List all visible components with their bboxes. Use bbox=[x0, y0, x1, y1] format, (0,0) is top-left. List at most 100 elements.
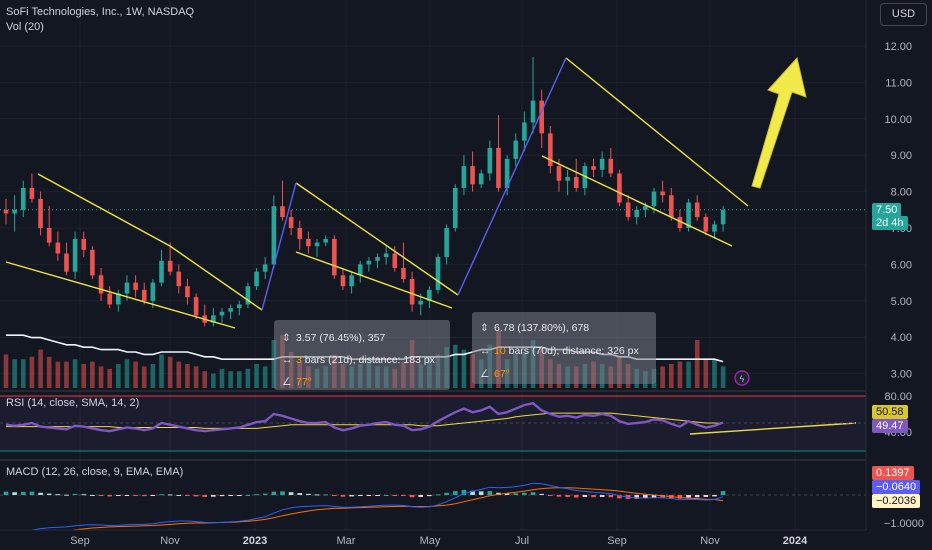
candle-body bbox=[228, 308, 233, 312]
candle-body bbox=[478, 173, 484, 185]
macd-histogram-bar bbox=[228, 495, 233, 496]
candle-body bbox=[625, 202, 631, 218]
angle-icon: ∠ bbox=[282, 376, 292, 388]
macd-layer bbox=[0, 482, 866, 541]
macd-histogram-bar bbox=[452, 491, 458, 495]
volume-bar bbox=[38, 349, 43, 388]
macd-histogram-bar bbox=[401, 495, 406, 496]
volume-bar bbox=[107, 368, 112, 388]
macd-histogram-bar bbox=[12, 492, 17, 495]
macd-histogram-bar bbox=[539, 493, 544, 495]
macd-histogram-bar bbox=[288, 492, 294, 495]
macd-histogram-bar bbox=[254, 494, 259, 496]
macd-histogram-bar bbox=[271, 491, 277, 495]
currency-button[interactable]: USD bbox=[880, 3, 927, 26]
rsi-line bbox=[5, 401, 724, 433]
price-tick-label: 10.00 bbox=[884, 114, 912, 126]
measure-price-row: ⇕ 6.78 (137.80%), 678 bbox=[480, 322, 589, 334]
candle-body bbox=[435, 257, 441, 290]
macd-histogram-bar bbox=[306, 493, 311, 495]
time-tick-label: Mar bbox=[337, 535, 356, 547]
macd-histogram-bar bbox=[366, 495, 372, 496]
macd-histogram-bar bbox=[314, 494, 320, 496]
candle-body bbox=[608, 158, 614, 174]
candle-body bbox=[20, 187, 26, 210]
candle-body bbox=[539, 100, 544, 134]
current-price-label: 7.50 bbox=[872, 203, 902, 217]
volume-bar bbox=[29, 356, 35, 388]
candle-body bbox=[46, 228, 52, 243]
candle-body bbox=[461, 166, 467, 188]
time-tick-label: May bbox=[420, 535, 441, 547]
measure-box-2[interactable]: ⇕ 6.78 (137.80%), 678 ↔ 10 bars (70d), dis… bbox=[472, 312, 656, 384]
price-range-icon: ⇕ bbox=[282, 332, 291, 344]
volume-bar bbox=[64, 361, 69, 388]
volume-bar bbox=[81, 364, 87, 388]
candle-body bbox=[314, 242, 320, 247]
candle-body bbox=[366, 260, 372, 265]
candle-body bbox=[677, 217, 683, 228]
candle-body bbox=[427, 289, 432, 301]
rsi-value: 49.47 bbox=[872, 419, 908, 433]
candle-body bbox=[141, 289, 147, 301]
drawings-layer[interactable]: ϟ bbox=[5, 56, 857, 435]
macd-histogram-bar bbox=[20, 491, 26, 495]
price-tick-label: 12.00 bbox=[884, 41, 912, 53]
candle-body bbox=[470, 166, 475, 185]
volume-bar bbox=[219, 368, 225, 388]
macd-histogram-bar bbox=[703, 495, 709, 497]
macd-histogram-bar bbox=[461, 489, 467, 495]
volume-bar bbox=[686, 361, 691, 388]
candle-body bbox=[487, 147, 493, 174]
candle-body bbox=[29, 187, 35, 199]
macd-histogram-bar bbox=[409, 495, 415, 498]
macd-signal-line bbox=[5, 487, 724, 541]
macd-histogram-bar bbox=[522, 492, 527, 495]
wedge-upper bbox=[565, 57, 749, 207]
volume-bar bbox=[202, 371, 208, 388]
volume-bar bbox=[193, 366, 199, 388]
rsi-tick-label: 80.00 bbox=[884, 391, 912, 403]
candle-body bbox=[375, 257, 380, 261]
candle-body bbox=[349, 275, 354, 287]
macd-histogram-bar bbox=[176, 495, 182, 496]
candle-body bbox=[703, 217, 709, 232]
macd-histogram-bar bbox=[202, 495, 208, 497]
macd-histogram-bar bbox=[651, 495, 657, 498]
volume-bar bbox=[124, 359, 130, 388]
macd-histogram-bar bbox=[556, 495, 562, 497]
candle-body bbox=[712, 224, 717, 232]
macd-histogram-value: 0.1397 bbox=[872, 466, 914, 480]
candle-body bbox=[219, 311, 225, 316]
measure-price-text: 3.57 (76.45%), 357 bbox=[296, 332, 386, 344]
volume-bar bbox=[262, 366, 268, 388]
candle-body bbox=[262, 264, 268, 272]
volume-bar bbox=[72, 359, 78, 388]
grid-layer bbox=[0, 0, 932, 530]
volume-bar bbox=[712, 359, 717, 388]
candle-body bbox=[236, 304, 242, 309]
volume-bar bbox=[176, 361, 182, 388]
candle-body bbox=[504, 158, 510, 188]
candle-body bbox=[280, 206, 285, 218]
macd-histogram-bar bbox=[159, 494, 164, 496]
time-tick-label: 2024 bbox=[783, 535, 808, 547]
macd-histogram-bar bbox=[323, 494, 328, 496]
bar-countdown: 2d 4h bbox=[872, 216, 908, 230]
macd-histogram-bar bbox=[686, 495, 691, 498]
measure-box-1[interactable]: ⇕ 3.57 (76.45%), 357 ↔ 3 bars (21d), dista… bbox=[274, 320, 450, 390]
macd-histogram-bar bbox=[617, 495, 622, 499]
candle-body bbox=[418, 300, 424, 305]
price-tick-label: 6.00 bbox=[891, 259, 912, 271]
candle-body bbox=[159, 260, 164, 283]
macd-histogram-bar bbox=[530, 492, 536, 495]
rsi-title: RSI (14, close, SMA, 14, 2) bbox=[6, 397, 140, 409]
candle-body bbox=[193, 297, 199, 316]
candle-body bbox=[72, 238, 78, 272]
candle-body bbox=[176, 271, 182, 287]
candle-body bbox=[12, 209, 17, 214]
candle-body bbox=[124, 282, 130, 294]
target-arrow-icon bbox=[751, 56, 807, 189]
macd-histogram-bar bbox=[280, 491, 285, 495]
